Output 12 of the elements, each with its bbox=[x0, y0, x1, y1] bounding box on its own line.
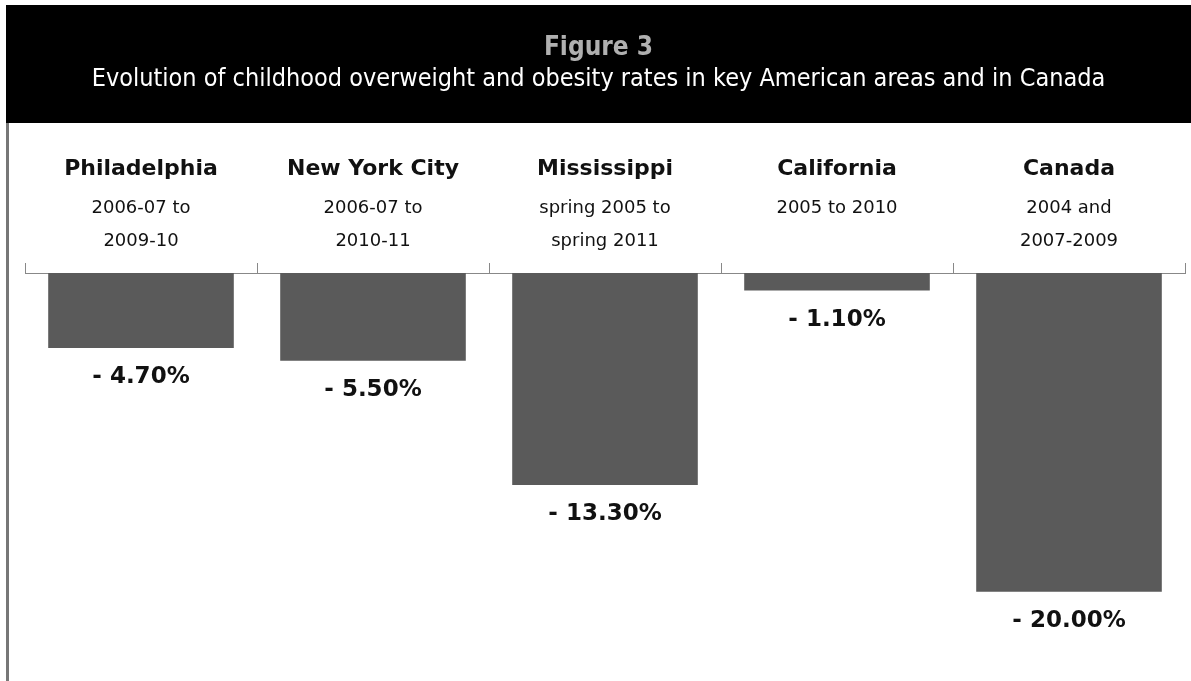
chart-title: Figure 3 bbox=[542, 30, 655, 62]
data-label: - 1.10% bbox=[788, 305, 886, 331]
chart-subtitle: Evolution of childhood overweight and obesity rates in key American areas and in Canada bbox=[90, 62, 1107, 94]
x-tick-label: Philadelphia 2006-07 to 2009-10 bbox=[64, 155, 218, 250]
data-label: - 5.50% bbox=[324, 375, 422, 402]
x-tick-label: New York City 2006-07 to 2010-11 bbox=[286, 155, 460, 250]
x-tick-label: California 2005 to 2010 bbox=[776, 155, 898, 217]
data-label: - 20.00% bbox=[1012, 606, 1126, 633]
data-label: - 13.30% bbox=[548, 499, 662, 526]
x-tick-label: Canada 2004 and 2007-2009 bbox=[1019, 155, 1119, 250]
data-label: - 4.70% bbox=[92, 362, 190, 389]
x-tick-label: Mississippi spring 2005 to spring 2011 bbox=[537, 155, 673, 250]
